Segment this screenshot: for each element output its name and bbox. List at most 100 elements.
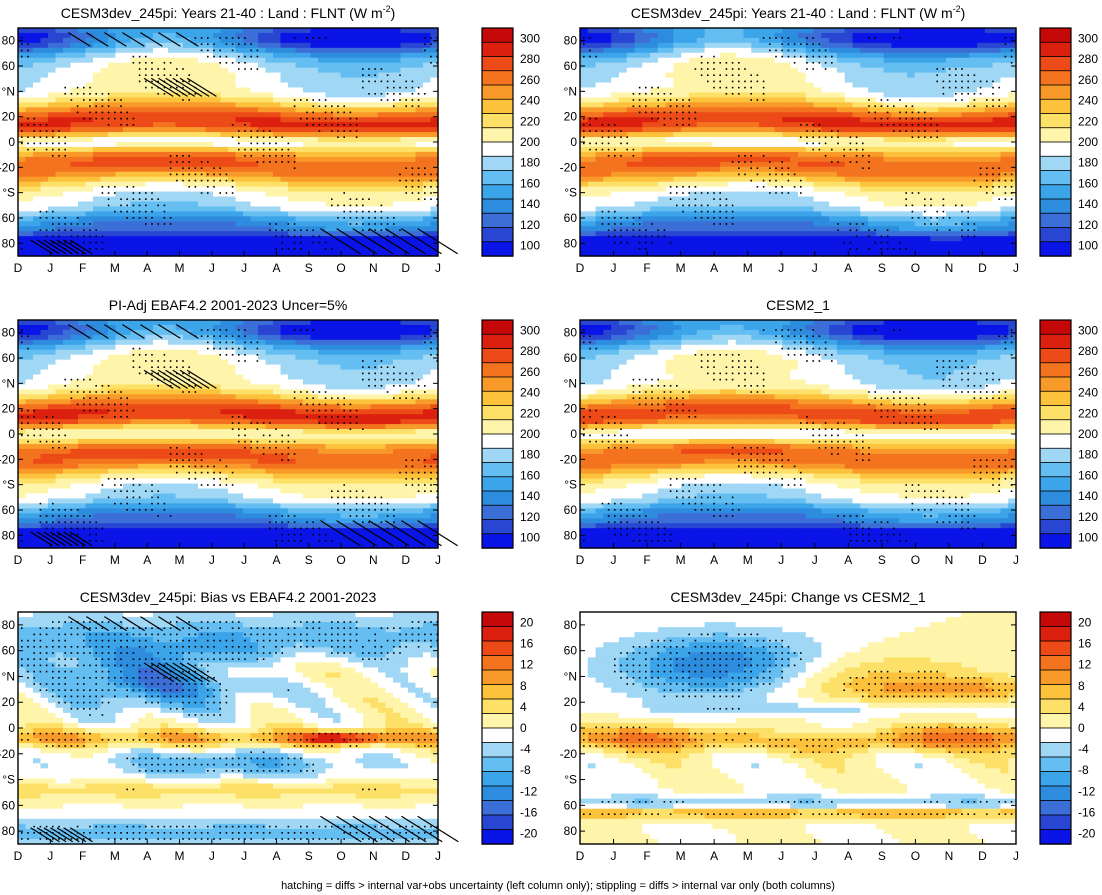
heat-cell bbox=[704, 92, 713, 98]
heat-cell bbox=[295, 181, 304, 188]
heat-cell bbox=[743, 191, 752, 198]
heat-cell bbox=[318, 127, 327, 133]
heat-cell bbox=[318, 32, 327, 39]
heat-cell bbox=[774, 57, 784, 64]
heat-cell bbox=[190, 171, 199, 178]
heat-cell bbox=[250, 181, 259, 188]
heat-cell bbox=[852, 137, 861, 143]
heat-cell bbox=[348, 146, 357, 153]
heat-cell bbox=[805, 146, 815, 153]
heat-cell bbox=[370, 146, 379, 153]
stipple-dot bbox=[58, 217, 60, 219]
stipple-dot bbox=[33, 130, 35, 132]
heat-cell bbox=[681, 142, 690, 148]
heat-cell bbox=[243, 117, 252, 123]
heat-cell bbox=[205, 28, 214, 34]
colorbar-swatch bbox=[481, 27, 514, 43]
heat-cell bbox=[423, 107, 432, 113]
stipple-dot bbox=[225, 43, 228, 45]
heat-cell bbox=[198, 127, 207, 133]
colorbar-swatch bbox=[481, 241, 514, 257]
heat-cell bbox=[213, 52, 222, 59]
stipple-dot bbox=[76, 111, 79, 114]
heat-cell bbox=[712, 146, 721, 153]
heat-cell bbox=[265, 251, 274, 257]
heat-cell bbox=[123, 201, 132, 208]
heat-cell bbox=[348, 37, 357, 44]
heat-cell bbox=[250, 117, 259, 123]
heat-cell bbox=[618, 52, 628, 59]
heat-cell bbox=[243, 241, 252, 247]
heat-cell bbox=[85, 166, 94, 173]
heat-cell bbox=[85, 72, 94, 79]
heat-cell bbox=[415, 112, 424, 118]
x-tick-label: A bbox=[272, 261, 280, 275]
heat-cell bbox=[727, 32, 737, 39]
heat-cell bbox=[673, 206, 682, 212]
heat-cell bbox=[205, 226, 214, 232]
heat-cell bbox=[78, 146, 87, 153]
heat-cell bbox=[235, 236, 244, 242]
stipple-dot bbox=[21, 142, 23, 145]
heat-cell bbox=[258, 196, 267, 203]
heat-cell bbox=[657, 67, 667, 74]
heat-cell bbox=[213, 28, 222, 34]
heat-cell bbox=[138, 231, 147, 237]
heat-cell bbox=[325, 92, 334, 98]
heat-cell bbox=[735, 191, 745, 198]
heat-cell bbox=[130, 97, 139, 103]
heat-cell bbox=[85, 151, 94, 158]
heat-cell bbox=[265, 37, 274, 44]
heat-cell bbox=[250, 72, 259, 79]
stipple-dot bbox=[33, 142, 35, 145]
heat-cell bbox=[355, 97, 364, 103]
stipple-dot bbox=[132, 217, 135, 219]
heat-cell bbox=[138, 32, 147, 39]
heat-cell bbox=[378, 87, 387, 94]
heat-cell bbox=[145, 47, 154, 54]
heat-cell bbox=[400, 166, 409, 173]
heat-cell bbox=[303, 62, 312, 69]
heat-cell bbox=[727, 82, 737, 89]
heat-cell bbox=[603, 161, 612, 168]
heat-cell bbox=[213, 196, 222, 203]
heat-cell bbox=[860, 117, 869, 123]
stipple-dot bbox=[275, 161, 277, 163]
heat-cell bbox=[40, 37, 49, 44]
stipple-dot bbox=[436, 37, 438, 39]
stipple-dot bbox=[219, 179, 221, 182]
stipple-dot bbox=[89, 105, 91, 107]
heat-cell bbox=[759, 122, 768, 128]
heat-cell bbox=[400, 42, 409, 49]
heat-cell bbox=[720, 57, 729, 64]
stipple-dot bbox=[145, 62, 147, 64]
heat-cell bbox=[18, 251, 27, 257]
heat-cell bbox=[70, 156, 79, 163]
heat-cell bbox=[48, 72, 57, 79]
heat-cell bbox=[829, 32, 838, 39]
stipple-dot bbox=[244, 130, 246, 132]
heat-cell bbox=[743, 87, 752, 94]
heat-cell bbox=[220, 156, 229, 163]
heat-cell bbox=[735, 196, 745, 203]
heat-cell bbox=[48, 191, 57, 198]
heat-cell bbox=[265, 42, 274, 49]
stipple-dot bbox=[200, 37, 203, 39]
heat-cell bbox=[782, 211, 791, 217]
heat-cell bbox=[228, 186, 237, 193]
heat-cell bbox=[280, 151, 289, 158]
heat-cell bbox=[363, 117, 372, 123]
heat-cell bbox=[295, 132, 304, 138]
heat-cell bbox=[393, 156, 402, 163]
heat-cell bbox=[310, 57, 319, 64]
heat-cell bbox=[743, 216, 752, 222]
colorbar-swatch bbox=[481, 56, 514, 72]
heat-cell bbox=[25, 47, 34, 54]
heat-cell bbox=[813, 87, 822, 94]
stipple-dot bbox=[380, 223, 383, 225]
heat-cell bbox=[220, 82, 229, 89]
stipple-dot bbox=[138, 192, 141, 194]
heat-cell bbox=[160, 171, 169, 178]
heat-cell bbox=[400, 196, 409, 203]
heat-cell bbox=[310, 216, 319, 222]
